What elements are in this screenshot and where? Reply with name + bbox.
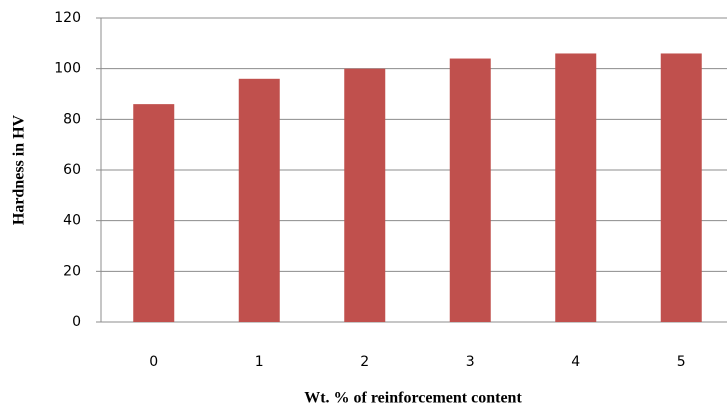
y-tick-label: 40 xyxy=(63,213,81,229)
bar xyxy=(449,58,491,323)
bar xyxy=(133,104,175,322)
bar xyxy=(344,68,386,323)
bar xyxy=(555,53,597,322)
x-tick-label: 1 xyxy=(255,354,264,370)
x-tick-label: 0 xyxy=(149,354,158,370)
y-tick-label: 60 xyxy=(63,162,81,178)
x-axis-title: Wt. % of reinforcement content xyxy=(304,390,522,407)
y-tick-label: 120 xyxy=(54,10,81,26)
bar xyxy=(238,78,280,322)
x-tick-label: 4 xyxy=(571,354,580,370)
y-tick-label: 20 xyxy=(63,263,81,279)
y-tick-label: 80 xyxy=(63,111,81,127)
bar xyxy=(660,53,702,322)
x-tick-label: 3 xyxy=(466,354,475,370)
x-tick-label: 2 xyxy=(360,354,369,370)
x-tick-label: 5 xyxy=(677,354,686,370)
y-tick-label: 0 xyxy=(72,314,81,330)
y-axis-title: Hardness in HV xyxy=(11,114,28,225)
y-tick-label: 100 xyxy=(54,61,81,77)
